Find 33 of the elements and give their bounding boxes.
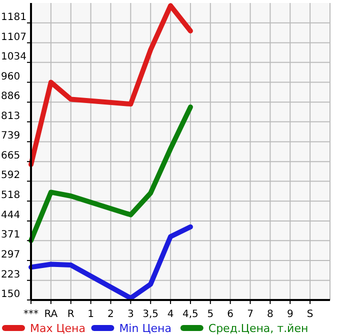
legend-label: Max Цена [30, 322, 86, 335]
y-tick-label: 297 [1, 249, 20, 260]
x-tick-label: 6 [227, 309, 234, 320]
y-tick-label: 886 [1, 91, 20, 102]
x-tick-label: 2 [108, 309, 114, 320]
x-tick-label: 1 [88, 309, 94, 320]
x-tick-label: S [306, 309, 314, 320]
x-tick-label: RA [44, 309, 58, 320]
y-tick-label: 813 [1, 110, 20, 122]
y-tick-label: 223 [1, 269, 20, 280]
x-tick-label: R [67, 309, 74, 320]
y-tick-label: 1181 [1, 12, 26, 23]
x-tick-label: 5 [207, 309, 214, 320]
x-tick-label: 3 [127, 309, 134, 320]
y-tick-label: 592 [1, 170, 20, 182]
x-tick-label: 8 [267, 309, 274, 320]
x-tick-label: 4 [167, 309, 174, 320]
y-tick-label: 1034 [1, 51, 26, 62]
y-tick-label: 739 [1, 130, 20, 142]
y-tick-label: 444 [1, 210, 20, 221]
x-tick-label: 4,5 [182, 309, 198, 320]
x-tick-label: 9 [286, 309, 294, 320]
y-tick-label: 371 [1, 230, 20, 241]
x-tick-label: 3,5 [142, 309, 159, 320]
x-tick-label: 7 [247, 309, 254, 320]
y-tick-label: 518 [1, 190, 20, 202]
x-tick-label: *** [24, 309, 38, 320]
y-tick-label: 665 [1, 150, 20, 162]
y-tick-label: 960 [1, 71, 20, 82]
legend-label: Min Цена [119, 322, 172, 335]
legend-label: Сред.Цена, т.йен [208, 322, 308, 335]
y-tick-label: 1107 [1, 32, 26, 43]
y-tick-label: 150 [1, 289, 20, 300]
